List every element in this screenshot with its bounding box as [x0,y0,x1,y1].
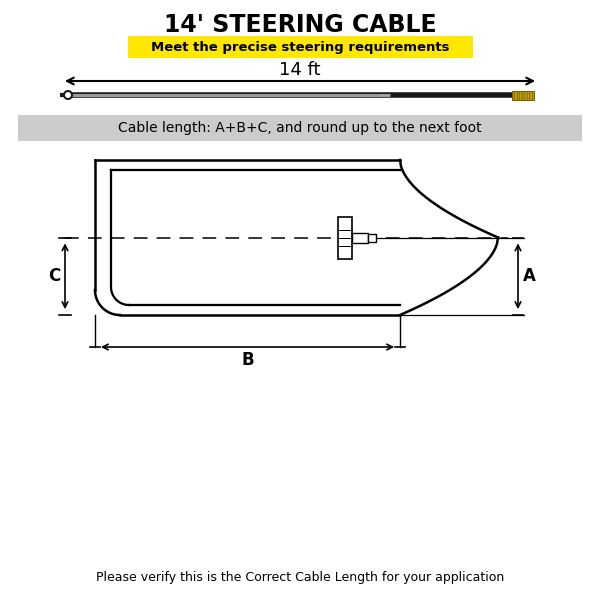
Text: C: C [48,267,60,285]
Text: 14' STEERING CABLE: 14' STEERING CABLE [164,13,436,37]
FancyBboxPatch shape [18,115,582,141]
Text: Cable length: A+B+C, and round up to the next foot: Cable length: A+B+C, and round up to the… [118,121,482,135]
FancyBboxPatch shape [128,36,473,58]
Bar [368,233,376,241]
Bar [352,232,368,242]
Text: B: B [241,351,254,369]
Text: A: A [523,267,535,285]
Text: 14 ft: 14 ft [279,61,321,79]
Bar [338,217,352,259]
Bar [512,91,534,100]
Text: Please verify this is the Correct Cable Length for your application: Please verify this is the Correct Cable … [96,571,504,584]
Circle shape [64,91,72,99]
Text: Meet the precise steering requirements: Meet the precise steering requirements [151,40,449,53]
